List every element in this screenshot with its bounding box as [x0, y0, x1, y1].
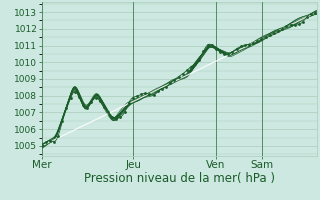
X-axis label: Pression niveau de la mer( hPa ): Pression niveau de la mer( hPa )	[84, 172, 275, 185]
